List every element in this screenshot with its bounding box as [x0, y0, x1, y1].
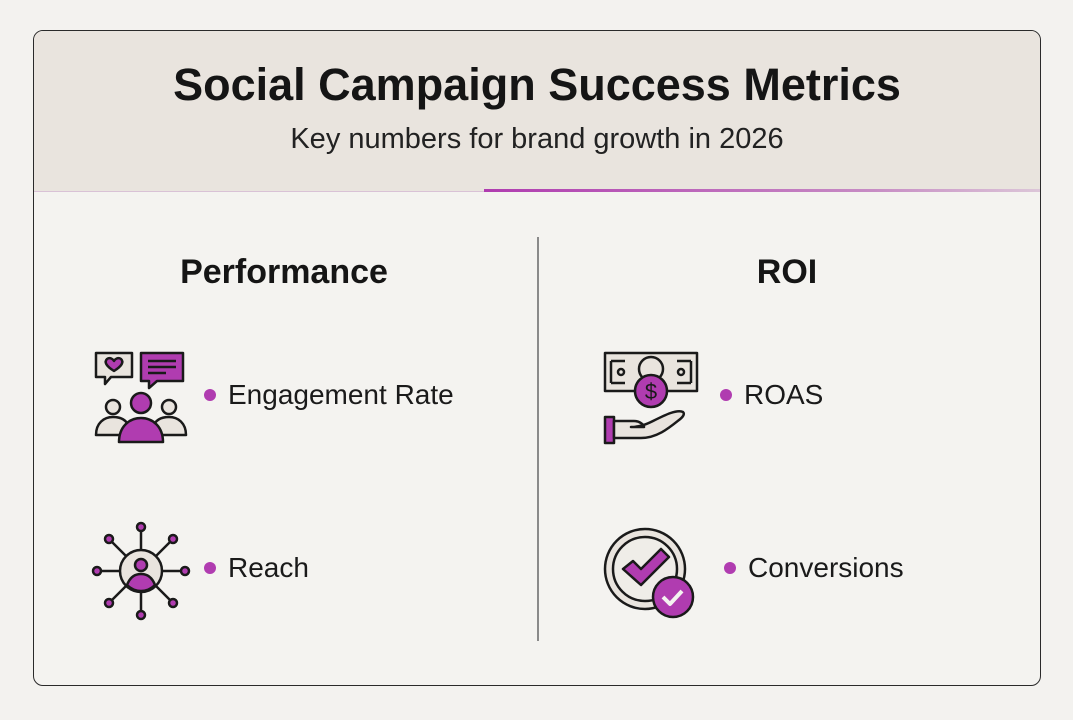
list-item-roas: ROAS [720, 379, 823, 411]
item-label: ROAS [744, 379, 824, 410]
bullet-dot [204, 562, 216, 574]
list-item-reach: Reach [204, 552, 309, 584]
network-reach-icon [91, 521, 191, 621]
money-hand-icon: $ [603, 351, 699, 445]
performance-heading: Performance [180, 253, 388, 291]
accent-line [484, 189, 1040, 192]
list-item-conversions: Conversions [724, 552, 904, 584]
bullet-dot [720, 389, 732, 401]
page-title: Social Campaign Success Metrics [173, 59, 901, 110]
item-label: Conversions [748, 552, 904, 583]
column-divider [537, 237, 539, 641]
item-label: Reach [228, 552, 309, 583]
bullet-dot [204, 389, 216, 401]
list-item-engagement-rate: Engagement Rate [204, 379, 454, 411]
svg-text:$: $ [645, 379, 657, 404]
roi-heading: ROI [756, 253, 818, 291]
header: Social Campaign Success Metrics Key numb… [34, 31, 1040, 192]
infographic-card: Social Campaign Success Metrics Key numb… [33, 30, 1041, 686]
item-label: Engagement Rate [228, 379, 454, 410]
bullet-dot [724, 562, 736, 574]
engagement-people-icon [94, 351, 188, 444]
page-subtitle: Key numbers for brand growth in 2026 [290, 123, 784, 155]
checkmark-badge-icon [603, 527, 695, 619]
